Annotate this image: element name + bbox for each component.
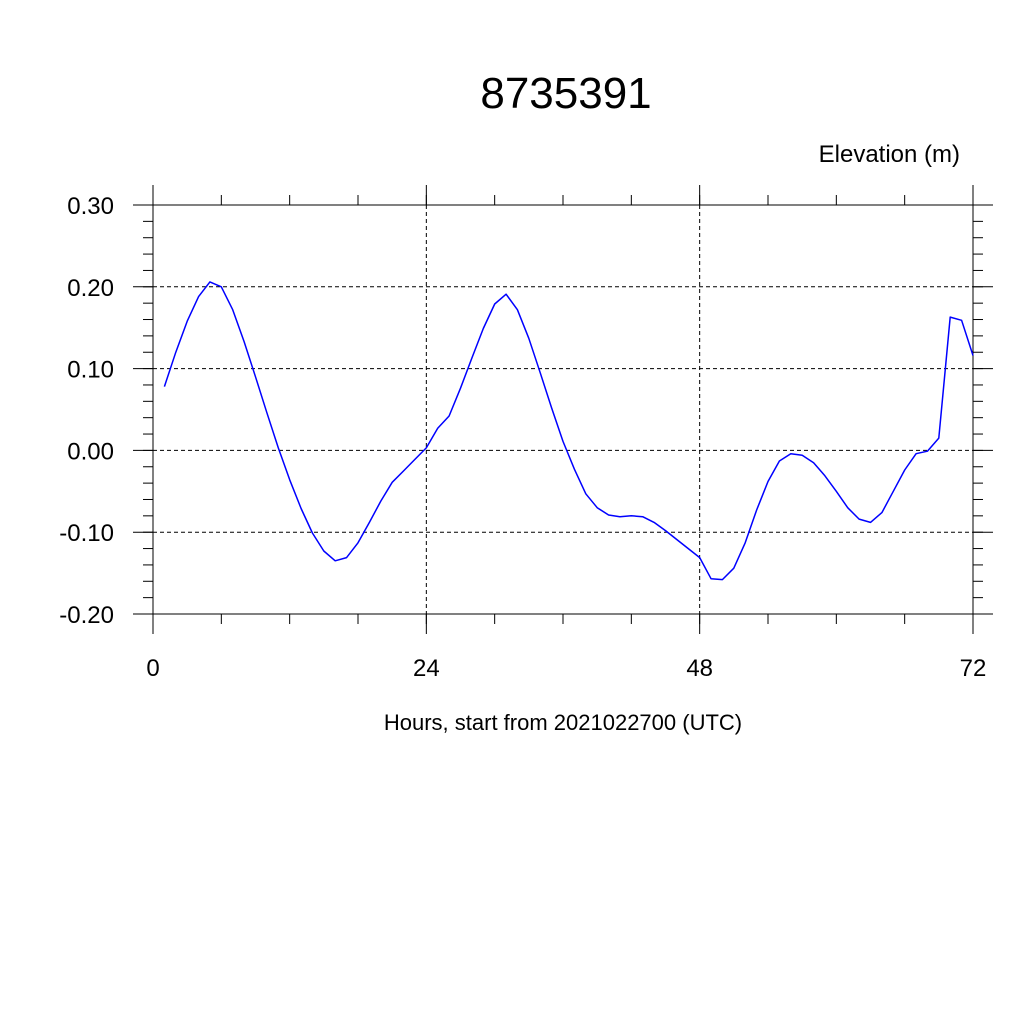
grid-lines xyxy=(152,204,974,615)
y-axis-label: Elevation (m) xyxy=(819,141,960,168)
x-tick-label: 72 xyxy=(960,655,987,682)
y-tick-label: 0.00 xyxy=(67,438,114,465)
axes xyxy=(133,185,993,634)
chart-title: 8735391 xyxy=(480,69,651,118)
y-tick-label: -0.20 xyxy=(59,602,114,629)
x-axis-label: Hours, start from 2021022700 (UTC) xyxy=(384,710,742,735)
y-tick-label: 0.30 xyxy=(67,193,114,220)
series-layer xyxy=(163,281,974,581)
x-tick-label: 0 xyxy=(146,655,159,682)
tick-labels: -0.20 -0.10 0.00 0.10 0.20 0.30 0 24 48 72 xyxy=(59,193,986,682)
y-tick-label: -0.10 xyxy=(59,520,114,547)
y-tick-label: 0.20 xyxy=(67,275,114,302)
elevation-series-line xyxy=(163,281,974,581)
tick-marks xyxy=(133,185,993,634)
y-tick-label: 0.10 xyxy=(67,357,114,384)
x-tick-label: 48 xyxy=(686,655,713,682)
x-tick-label: 24 xyxy=(413,655,440,682)
